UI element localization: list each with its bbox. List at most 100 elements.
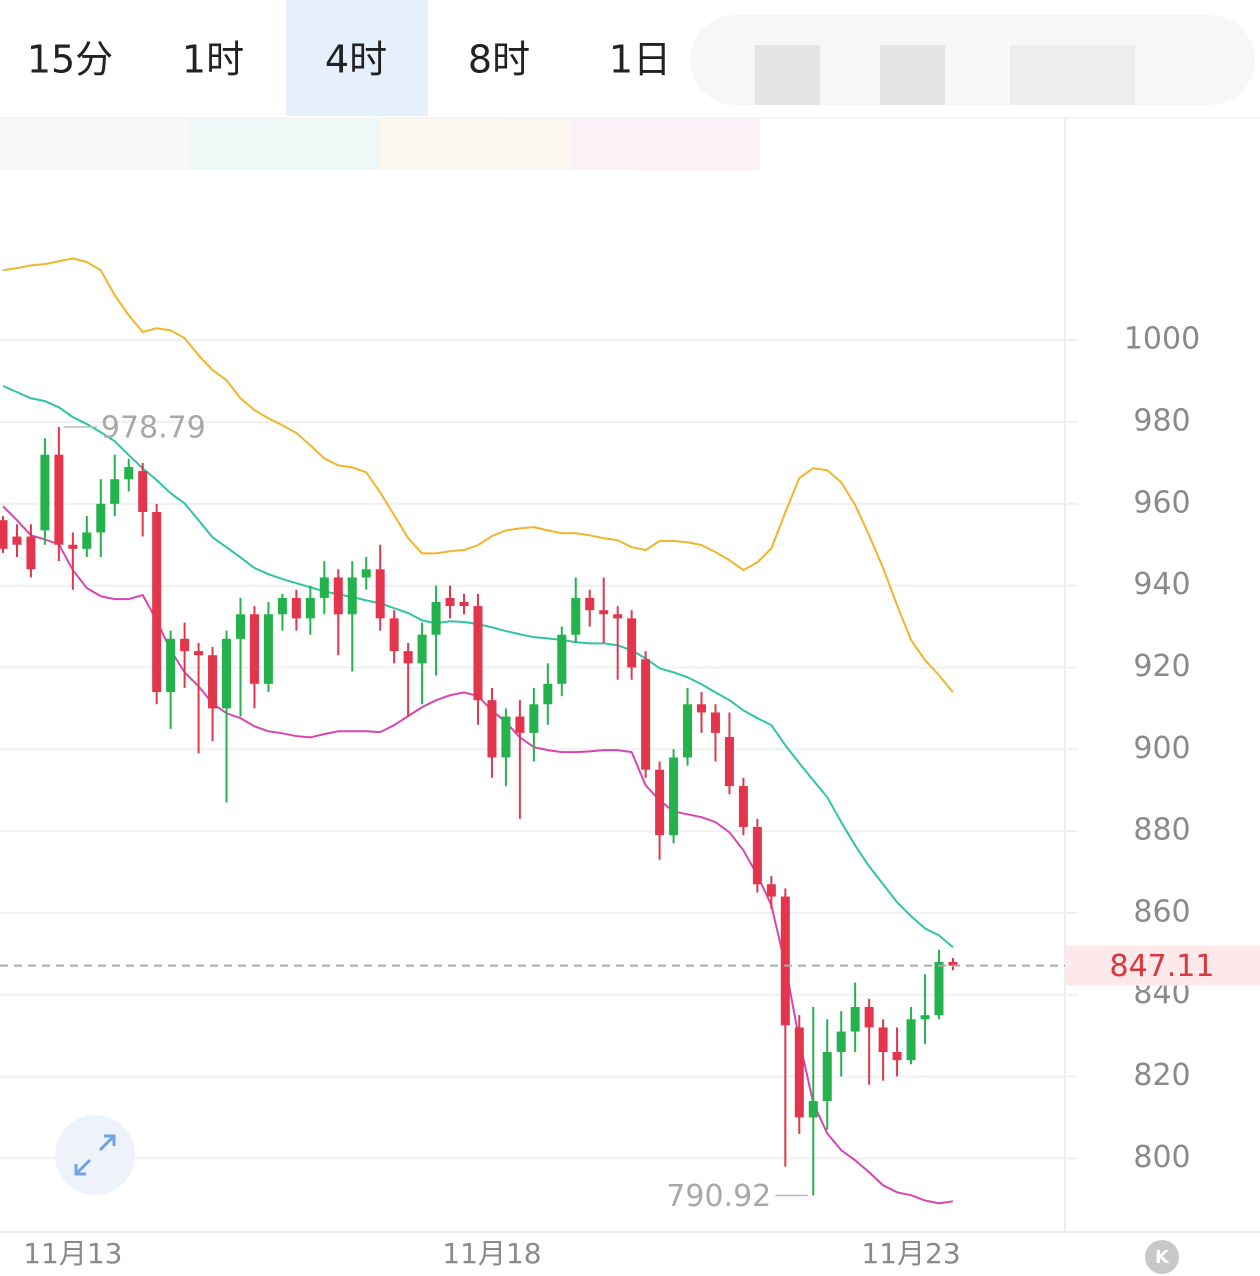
candle-body — [0, 520, 8, 549]
candle-body — [766, 884, 776, 897]
candle-body — [235, 614, 245, 639]
x-tick-label: 11月23 — [861, 1237, 960, 1270]
y-tick-label: 940 — [1133, 567, 1190, 602]
candle-body — [934, 962, 944, 1016]
candle-body — [82, 532, 92, 549]
blur-block — [380, 118, 570, 170]
candle-body — [138, 471, 148, 512]
candle-body — [473, 606, 483, 701]
candle-body — [40, 454, 50, 531]
y-tick-label: 860 — [1133, 894, 1190, 929]
candle-body — [627, 618, 637, 668]
candle-body — [529, 704, 539, 733]
annotation: 790.92 — [666, 1179, 771, 1214]
candle-body — [543, 683, 553, 705]
y-tick-label: 1000 — [1124, 322, 1200, 357]
y-tick-label: 960 — [1133, 485, 1190, 520]
y-tick-label: 980 — [1133, 404, 1190, 439]
candle-body — [710, 712, 720, 733]
candle-body — [333, 577, 343, 615]
candle-body — [68, 544, 78, 549]
candle-body — [738, 786, 748, 827]
blur-block — [190, 118, 380, 170]
y-tick-label: 920 — [1133, 649, 1190, 684]
candle-body — [459, 602, 469, 607]
tab[interactable]: 1日 — [609, 38, 671, 82]
candle-body — [152, 512, 162, 692]
candle-body — [249, 614, 259, 684]
candle-body — [585, 597, 595, 611]
candle-body — [515, 716, 525, 733]
annotation: 978.79 — [101, 410, 206, 445]
candle-body — [892, 1052, 902, 1061]
candle-body — [808, 1101, 818, 1118]
candle-body — [305, 597, 315, 619]
y-tick-label: 820 — [1133, 1058, 1190, 1093]
candle-body — [571, 597, 581, 635]
blur-block — [0, 118, 190, 170]
candle-body — [948, 962, 958, 966]
candle-body — [166, 638, 176, 692]
candle-body — [124, 467, 134, 480]
expand-button[interactable] — [55, 1115, 135, 1195]
candle-body — [361, 569, 371, 578]
candle-body — [347, 577, 357, 615]
badge-text[interactable]: K — [1155, 1247, 1170, 1268]
candle-body — [96, 503, 106, 533]
badge[interactable] — [1145, 1240, 1179, 1274]
candle-body — [487, 700, 497, 758]
candle-body — [641, 659, 651, 770]
candle-body — [431, 602, 441, 635]
x-tick-label: 11月18 — [442, 1237, 541, 1270]
blur-block — [570, 118, 760, 170]
blur-block — [880, 45, 945, 105]
candle-body — [110, 479, 120, 504]
candle-body — [655, 769, 665, 836]
candle-body — [864, 1007, 874, 1028]
candle-body — [54, 454, 64, 545]
candle-body — [222, 638, 232, 709]
candle-body — [794, 1027, 804, 1118]
candle-body — [669, 757, 679, 836]
candle-body — [417, 634, 427, 664]
blur-block — [755, 45, 820, 105]
candle-body — [208, 655, 218, 709]
candle-body — [319, 577, 329, 598]
tab[interactable]: 1时 — [182, 38, 244, 82]
candle-body — [683, 704, 693, 758]
candle-body — [263, 614, 273, 684]
candle-body — [724, 737, 734, 787]
candle-body — [878, 1027, 888, 1052]
candle-body — [599, 610, 609, 615]
candle-body — [445, 597, 455, 607]
blur-block — [1010, 45, 1135, 105]
candle-body — [836, 1031, 846, 1052]
y-tick-label: 880 — [1133, 813, 1190, 848]
expand-icon[interactable] — [74, 1134, 116, 1176]
candle-body — [906, 1019, 916, 1061]
candle-body — [850, 1007, 860, 1032]
candle-body — [403, 651, 413, 664]
candle-body — [557, 634, 567, 684]
candle-body — [12, 536, 22, 545]
expand-bg[interactable] — [55, 1115, 135, 1195]
candle-body — [194, 651, 204, 656]
candle-body — [277, 597, 287, 615]
y-tick-label: 900 — [1133, 731, 1190, 766]
candle-body — [613, 614, 623, 619]
candle-body — [501, 716, 511, 758]
band-line — [2, 257, 954, 694]
tab[interactable]: 15分 — [27, 38, 113, 82]
blurred-area — [0, 15, 1255, 170]
candle-body — [389, 618, 399, 652]
x-tick-label: 11月13 — [23, 1237, 122, 1270]
y-tick-label: 800 — [1133, 1140, 1190, 1175]
tab[interactable]: 8时 — [468, 38, 530, 82]
candle-body — [180, 638, 190, 652]
last-price-label: 847.11 — [1110, 949, 1215, 984]
tab[interactable]: 4时 — [325, 38, 387, 82]
candle-body — [697, 704, 706, 713]
candle-body — [822, 1052, 832, 1102]
candle-body — [780, 896, 790, 1026]
last-price-bg — [1065, 945, 1260, 986]
